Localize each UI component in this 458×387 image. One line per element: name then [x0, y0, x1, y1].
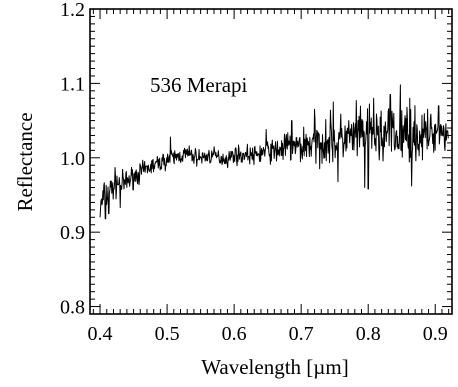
x-tick-label: 0.4 — [88, 323, 113, 345]
x-tick-label: 0.5 — [155, 323, 180, 345]
y-tick-label: 1.2 — [60, 0, 85, 21]
y-tick-labels: 0.8 0.9 1.0 1.1 1.2 — [60, 0, 85, 319]
x-tick-label: 0.8 — [356, 323, 381, 345]
x-tick-label: 0.7 — [289, 323, 314, 345]
y-tick-label: 1.1 — [60, 73, 85, 95]
x-tick-label: 0.6 — [222, 323, 247, 345]
axis-ticks — [90, 8, 452, 314]
y-tick-label: 1.0 — [60, 148, 85, 170]
reflectance-line — [99, 84, 449, 220]
y-axis-label: Reflectance — [13, 112, 37, 211]
y-tick-label: 0.9 — [60, 222, 85, 244]
y-tick-label: 0.8 — [60, 297, 85, 319]
plot-frame — [89, 8, 453, 315]
x-axis-label: Wavelength [µm] — [201, 355, 348, 379]
object-annotation: 536 Merapi — [150, 73, 248, 97]
x-tick-labels: 0.4 0.5 0.6 0.7 0.8 0.9 — [88, 323, 448, 345]
spectrum-series — [99, 84, 449, 220]
x-tick-label: 0.9 — [423, 323, 448, 345]
